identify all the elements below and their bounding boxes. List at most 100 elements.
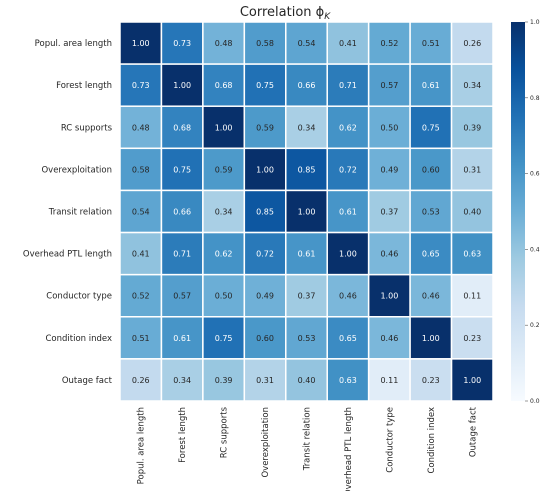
heatmap-cell (243, 231, 287, 276)
heatmap-cell (285, 105, 328, 150)
colorbar-tick-label: 0.2 (530, 322, 540, 329)
cell-value-label: 0.63 (339, 376, 357, 385)
heatmap-cell (326, 358, 370, 402)
cell-value-label: 0.46 (380, 334, 398, 343)
cell-value-label: 0.75 (422, 123, 440, 132)
cell-value-label: 1.00 (256, 165, 274, 174)
cell-value-label: 0.54 (298, 39, 316, 48)
colorbar-tick-label: 0.8 (530, 95, 540, 102)
heatmap-cell (202, 231, 246, 276)
colorbar-tick-label: 0.0 (530, 398, 540, 405)
cell-value-label: 0.49 (256, 292, 274, 301)
cell-value-label: 0.50 (215, 292, 233, 301)
heatmap-cell (119, 189, 163, 234)
cell-value-label: 0.65 (339, 334, 357, 343)
heatmap-cell (119, 273, 163, 318)
heatmap-cell (450, 105, 494, 150)
cell-value-label: 1.00 (339, 250, 357, 259)
chart-title-subscript: K (324, 12, 331, 22)
cell-value-label: 0.62 (215, 250, 233, 259)
heatmap-cell (160, 273, 204, 318)
cell-value-label: 0.58 (256, 39, 274, 48)
column-label: RC supports (220, 406, 230, 458)
cell-value-label: 0.52 (380, 39, 398, 48)
row-label: Condition index (45, 334, 112, 344)
heatmap-cell (285, 358, 328, 402)
heatmap-cell (285, 231, 328, 276)
column-label: Popul. area length (137, 407, 147, 484)
column-label: Outage fact (468, 406, 478, 457)
cell-value-label: 1.00 (215, 123, 233, 132)
column-labels: Popul. area length Forest length RC suppor… (137, 406, 479, 491)
heatmap-cell (202, 105, 246, 150)
heatmap-cell (160, 105, 204, 150)
cell-value-label: 0.40 (298, 376, 316, 385)
cell-value-label: 0.62 (339, 123, 357, 132)
cell-value-label: 0.72 (339, 165, 357, 174)
heatmap-cell (119, 358, 163, 402)
heatmap-cell (119, 105, 163, 150)
heatmap-cell (450, 316, 494, 360)
colorbar: 0.0 0.2 0.4 0.6 0.8 1.0 (511, 19, 540, 405)
cell-value-label: 0.34 (298, 123, 316, 132)
cell-value-label: 1.00 (380, 292, 398, 301)
cell-value-label: 0.34 (173, 376, 191, 385)
cell-value-label: 0.59 (215, 165, 233, 174)
heatmap-cell (202, 316, 246, 360)
cell-value-label: 0.66 (298, 81, 316, 90)
heatmap-cell (243, 147, 287, 192)
row-label: Transit relation (48, 208, 112, 218)
heatmap-cell (119, 63, 163, 107)
heatmap-cell (367, 63, 411, 107)
heatmap-cell (285, 273, 328, 318)
cell-value-label: 0.23 (463, 334, 481, 343)
cell-value-label: 0.53 (422, 208, 440, 217)
cell-value-label: 0.71 (339, 81, 357, 90)
heatmap-cell (409, 63, 453, 107)
cell-value-label: 0.71 (173, 250, 191, 259)
chart-title-main: Correlation ϕ (240, 5, 324, 20)
cell-value-label: 0.51 (132, 334, 150, 343)
heatmap-cell (326, 231, 370, 276)
column-label: Transit relation (303, 407, 313, 471)
colorbar-tick-label: 1.0 (530, 19, 540, 26)
cell-value-label: 0.34 (463, 81, 481, 90)
cell-value-label: 0.46 (380, 250, 398, 259)
heatmap-cell (243, 316, 287, 360)
heatmap-cell (202, 63, 246, 107)
heatmap-cell (450, 63, 494, 107)
cell-value-label: 0.39 (463, 123, 481, 132)
heatmap-cell (326, 189, 370, 234)
cell-value-label: 0.41 (132, 250, 150, 259)
cell-value-label: 1.00 (132, 39, 150, 48)
heatmap-cell (285, 316, 328, 360)
cell-value-label: 0.61 (298, 250, 316, 259)
cell-value-label: 0.46 (339, 292, 357, 301)
cell-value-label: 0.52 (132, 292, 150, 301)
cell-value-label: 0.26 (132, 376, 150, 385)
cell-value-label: 0.54 (132, 208, 150, 217)
cell-value-label: 0.41 (339, 39, 357, 48)
cell-value-label: 1.00 (173, 81, 191, 90)
heatmap-cell (450, 147, 494, 192)
row-label: Forest length (56, 81, 112, 91)
cell-value-label: 0.60 (256, 334, 274, 343)
cell-value-label: 0.59 (256, 123, 274, 132)
heatmap-cell (450, 231, 494, 276)
heatmap-cell (367, 358, 411, 402)
heatmap-cell (119, 21, 163, 65)
heatmap-cell (243, 105, 287, 150)
heatmap-cell (450, 189, 494, 234)
cell-value-label: 0.73 (132, 81, 150, 90)
heatmap-cell (326, 316, 370, 360)
column-label: Overhead PTL length (344, 407, 354, 491)
cell-value-label: 0.57 (173, 292, 191, 301)
cell-value-label: 0.11 (380, 376, 398, 385)
heatmap-cell (119, 231, 163, 276)
cell-value-label: 0.58 (132, 165, 150, 174)
cell-value-label: 0.37 (298, 292, 316, 301)
heatmap-cell (160, 147, 204, 192)
cell-value-label: 0.75 (173, 165, 191, 174)
cell-value-label: 0.63 (463, 250, 481, 259)
cell-value-label: 0.57 (380, 81, 398, 90)
